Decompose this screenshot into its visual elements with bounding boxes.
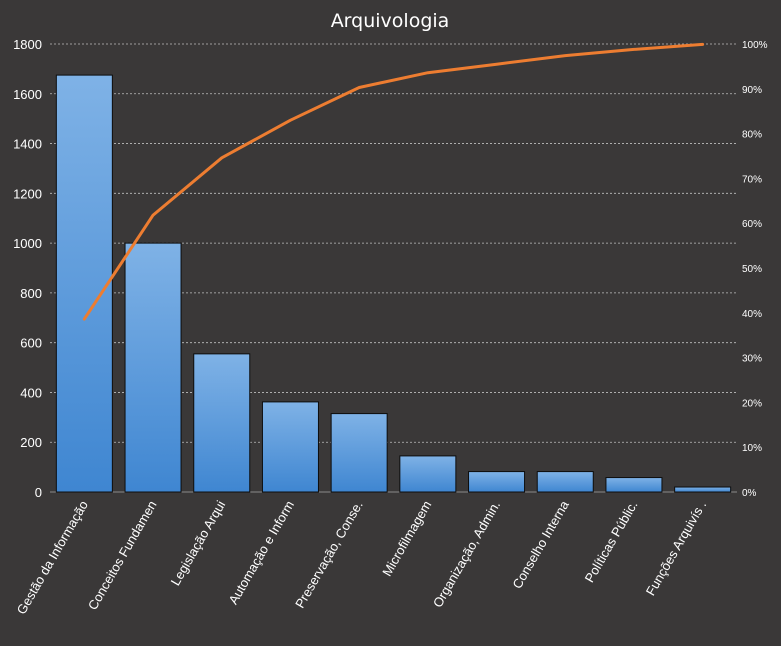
y2-tick-label: 60% — [742, 219, 762, 230]
bar — [674, 486, 732, 493]
x-tick-label: Políticas Públic. — [582, 498, 641, 585]
x-tick-label: Funções Arquivís . — [643, 498, 709, 598]
y2-tick-label: 70% — [742, 174, 762, 185]
bars — [55, 74, 732, 493]
cumulative-percent-line — [82, 42, 705, 321]
x-tick-label: Automação e Inform — [226, 498, 298, 607]
bar — [468, 471, 526, 493]
y2-tick-label: 100% — [742, 40, 768, 51]
x-tick-label: Conselho Interna — [509, 497, 572, 591]
y2-tick-label: 40% — [742, 309, 762, 320]
y2-tick-label: 20% — [742, 398, 762, 409]
y-tick-label: 1400 — [13, 137, 42, 152]
y-tick-label: 600 — [20, 336, 42, 351]
x-tick-label: Microfilmagem — [379, 498, 434, 579]
y2-tick-label: 90% — [742, 85, 762, 96]
bar — [55, 74, 113, 493]
bar — [330, 413, 388, 493]
chart-title: Arquivologia — [331, 10, 450, 32]
x-tick-label: Gestão da Informação — [14, 498, 91, 617]
y-tick-label: 800 — [20, 286, 42, 301]
y2-tick-label: 10% — [742, 443, 762, 454]
y-tick-label: 0 — [35, 485, 42, 500]
y2-tick-label: 80% — [742, 130, 762, 141]
x-tick-label: Legislação Arqui — [168, 498, 229, 588]
x-tick-label: Conceitos Fundamen — [85, 498, 160, 613]
y2-tick-label: 50% — [742, 264, 762, 275]
bar — [536, 471, 594, 493]
y-tick-label: 1000 — [13, 236, 42, 251]
y-tick-label: 1200 — [13, 186, 42, 201]
bar — [605, 477, 663, 493]
bar — [124, 242, 182, 493]
y-tick-label: 1600 — [13, 87, 42, 102]
x-tick-label: Organização, Admin. — [430, 498, 503, 610]
y-tick-label: 1800 — [13, 37, 42, 52]
bar — [261, 401, 319, 493]
y-axis-left: 0 200 400 600 800 1000 1200 1400 1600 1800 — [13, 37, 42, 500]
x-tick-label: Preservação, Conse. — [292, 498, 366, 611]
y2-tick-label: 30% — [742, 354, 762, 365]
bar — [193, 353, 251, 493]
y2-tick-label: 0% — [742, 488, 757, 499]
y-tick-label: 200 — [20, 435, 42, 450]
y-tick-label: 400 — [20, 385, 42, 400]
cumulative-line — [82, 42, 705, 321]
y-axis-right: 0% 10% 20% 30% 40% 50% 60% 70% 80% 90% 100% — [742, 40, 768, 499]
bar — [399, 455, 457, 493]
